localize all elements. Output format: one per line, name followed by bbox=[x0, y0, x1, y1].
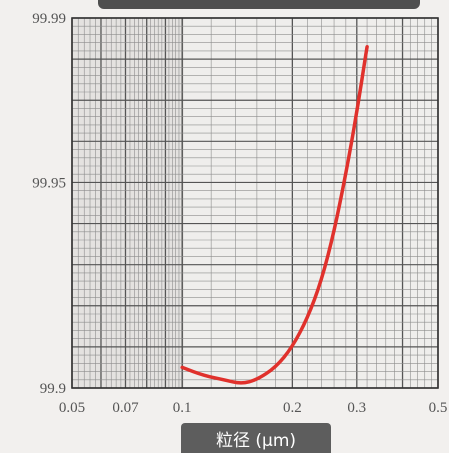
x-axis-ticks: 0.05 0.07 0.1 0.2 0.3 0.5 bbox=[59, 400, 448, 416]
y-tick-label: 99.9 bbox=[40, 381, 66, 397]
x-axis-label: 粒径 (μm) bbox=[181, 423, 331, 453]
x-tick-label: 0.07 bbox=[112, 400, 139, 416]
y-axis-ticks: 99.9 99.95 99.99 bbox=[32, 11, 66, 397]
x-tick-label: 0.05 bbox=[59, 400, 85, 416]
x-tick-label: 0.2 bbox=[283, 400, 302, 416]
y-tick-label: 99.95 bbox=[32, 175, 66, 191]
y-tick-label: 99.99 bbox=[32, 11, 66, 27]
top-dark-strip bbox=[98, 0, 420, 9]
plot-frame bbox=[71, 17, 439, 389]
x-tick-label: 0.3 bbox=[347, 400, 366, 416]
series-line bbox=[180, 45, 369, 385]
shaded-region bbox=[72, 18, 184, 388]
x-tick-label: 0.5 bbox=[429, 400, 448, 416]
x-tick-label: 0.1 bbox=[173, 400, 192, 416]
grid bbox=[71, 17, 439, 389]
